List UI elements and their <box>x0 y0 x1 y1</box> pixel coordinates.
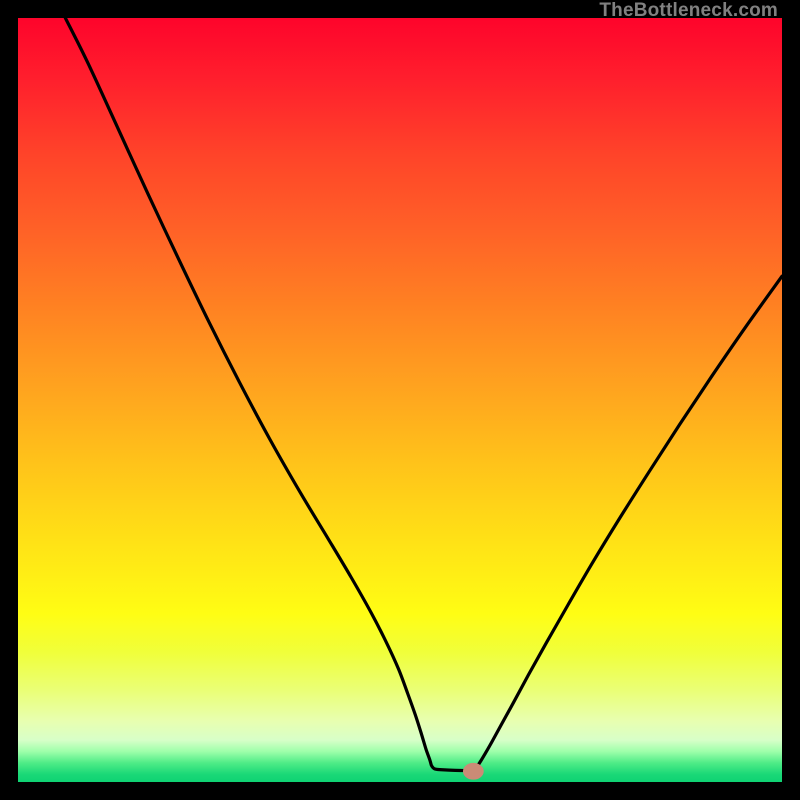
bottleneck-curve <box>65 18 782 771</box>
min-marker <box>463 763 483 779</box>
figure-container: TheBottleneck.com <box>0 0 800 800</box>
curve-layer <box>18 18 782 782</box>
plot-area <box>18 18 782 782</box>
